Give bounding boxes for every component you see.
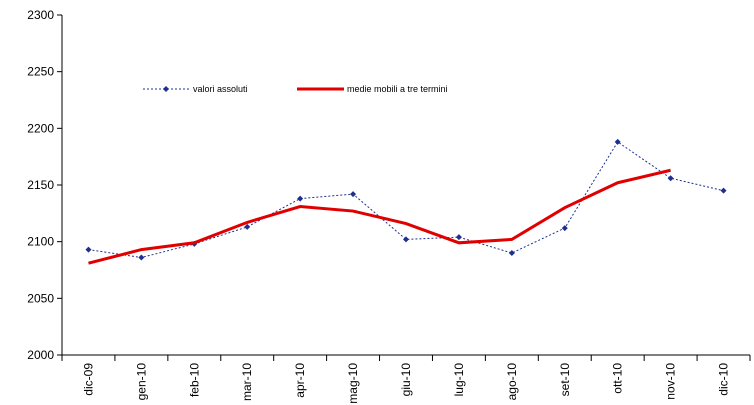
- point: [614, 138, 621, 145]
- y-tick-label: 2250: [27, 65, 54, 79]
- legend-label: medie mobili a tre termini: [347, 84, 448, 94]
- legend-label: valori assoluti: [193, 84, 248, 94]
- y-tick-label: 2000: [27, 348, 54, 362]
- point: [667, 175, 674, 182]
- x-tick-label: ago-10: [505, 363, 519, 401]
- x-tick-label: giu-10: [399, 363, 413, 397]
- x-tick-label: mag-10: [346, 363, 360, 404]
- x-tick-label: feb-10: [187, 363, 201, 397]
- x-tick-label: dic-09: [81, 363, 95, 396]
- point: [403, 236, 409, 243]
- series-line: [88, 168, 671, 265]
- x-tick-label: lug-10: [452, 363, 466, 397]
- x-tick-label: nov-10: [664, 363, 678, 400]
- point: [138, 254, 145, 261]
- point: [297, 195, 304, 202]
- x-tick-label: ott-10: [611, 363, 625, 394]
- point: [350, 191, 357, 198]
- y-tick-label: 2050: [27, 291, 54, 305]
- x-tick-label: dic-10: [717, 363, 731, 396]
- y-tick-label: 2300: [27, 8, 54, 22]
- y-tick-label: 2200: [27, 121, 54, 135]
- point: [561, 225, 568, 232]
- x-tick-label: set-10: [558, 363, 572, 397]
- point: [508, 250, 515, 256]
- x-tick-label: gen-10: [134, 363, 148, 401]
- point: [455, 234, 462, 241]
- y-tick-label: 2150: [27, 178, 54, 192]
- point: [85, 246, 92, 253]
- x-tick-label: mar-10: [240, 363, 254, 401]
- x-tick-label: apr-10: [293, 363, 307, 398]
- point: [720, 187, 727, 194]
- legend-marker: [163, 86, 169, 92]
- point: [244, 223, 251, 230]
- y-tick-label: 2100: [27, 235, 54, 249]
